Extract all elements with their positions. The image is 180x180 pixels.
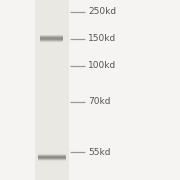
Bar [38,155,66,156]
Bar [40,37,63,38]
Bar [38,159,66,160]
Text: 150kd: 150kd [88,34,116,43]
Text: 70kd: 70kd [88,97,111,106]
Bar [40,40,63,41]
Bar [38,156,66,157]
Bar [38,158,66,159]
Bar [40,40,63,41]
Bar [40,38,63,39]
Bar [40,41,63,42]
Bar [38,154,66,155]
Bar [40,35,63,36]
Bar [40,38,63,39]
Bar [38,157,66,158]
Bar [38,160,66,161]
Bar [38,158,66,159]
Bar [35,0,69,180]
Text: 250kd: 250kd [88,7,116,16]
Bar [38,155,66,156]
Bar [38,159,66,160]
Bar [40,41,63,42]
Bar [40,37,63,38]
Text: 100kd: 100kd [88,61,116,70]
Bar [40,39,63,40]
Text: 55kd: 55kd [88,148,111,157]
Bar [38,154,66,155]
Bar [40,35,63,36]
Bar [40,36,63,37]
Bar [38,156,66,157]
Bar [40,39,63,40]
Bar [40,36,63,37]
Bar [38,160,66,161]
Bar [38,157,66,158]
